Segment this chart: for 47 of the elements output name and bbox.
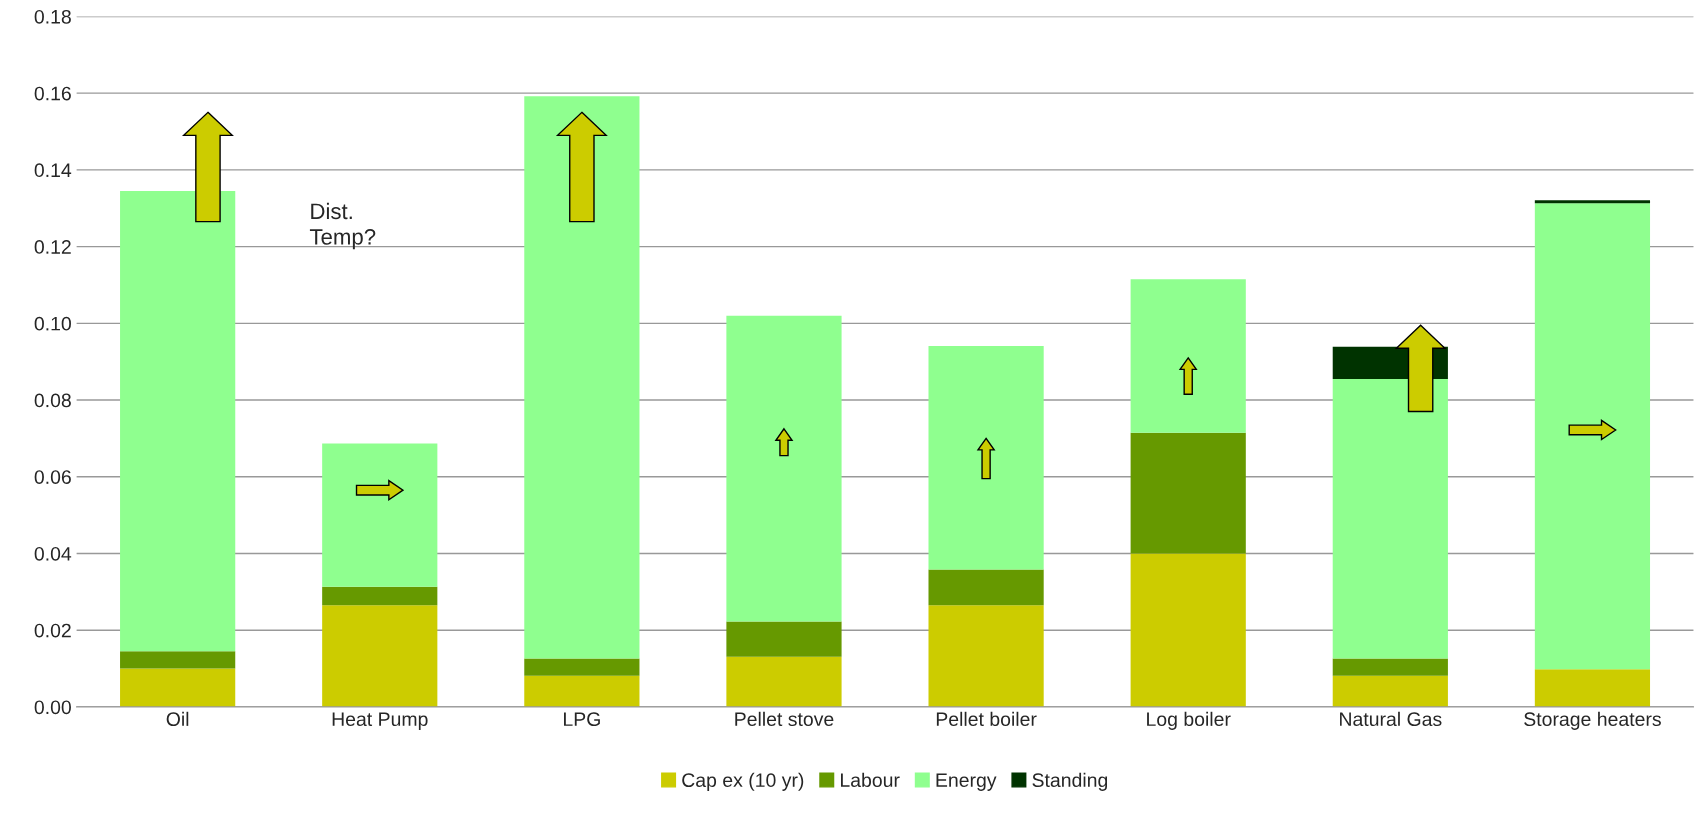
x-tick-label: Heat Pump [332, 712, 428, 730]
legend-label: Cap ex (10 yr) [682, 772, 804, 791]
bar [928, 605, 1044, 707]
bar [726, 656, 842, 707]
x-tick-label: Natural Gas [1340, 711, 1442, 727]
bar [120, 651, 236, 669]
bar [1534, 669, 1651, 707]
bar [726, 315, 842, 622]
bar [1332, 675, 1448, 707]
bar [524, 675, 640, 707]
bar [1332, 658, 1448, 676]
x-tick-label: Pellet stove [735, 711, 834, 727]
legend-label: Standing [1032, 772, 1108, 791]
y-tick-label: 0.12 [34, 240, 71, 254]
legend-label: Energy [936, 773, 997, 791]
bar [120, 190, 236, 652]
bar [1130, 279, 1246, 433]
bar [322, 443, 438, 587]
annotation: Dist. Temp? [309, 202, 376, 250]
bar [1130, 553, 1246, 707]
y-tick-label: 0.10 [34, 316, 71, 331]
y-tick-label: 0.04 [34, 546, 72, 561]
y-tick-label: 0.16 [34, 86, 71, 101]
bar [524, 658, 640, 676]
bar [1332, 378, 1448, 659]
y-tick-label: 0.00 [34, 700, 71, 715]
bar [1534, 203, 1651, 670]
bar [1130, 432, 1246, 554]
bar [928, 569, 1044, 606]
bar [726, 621, 842, 657]
bar [322, 605, 438, 707]
x-tick-label: Pellet boiler [936, 711, 1037, 727]
y-tick-label: 0.18 [34, 9, 71, 24]
bar [928, 345, 1044, 570]
bar [120, 668, 236, 707]
x-tick-label: Log boiler [1147, 711, 1231, 730]
bar [524, 96, 640, 659]
y-tick-label: 0.02 [34, 623, 71, 638]
bar [1534, 200, 1651, 204]
legend-label: Labour [841, 772, 900, 788]
y-tick-label: 0.08 [34, 393, 71, 408]
y-tick-label: 0.14 [34, 163, 72, 178]
x-tick-label: Storage heaters [1524, 711, 1661, 730]
y-tick-label: 0.06 [34, 470, 71, 484]
x-tick-label: Oil [166, 711, 189, 727]
bar [322, 586, 438, 606]
x-tick-label: LPG [564, 712, 600, 727]
